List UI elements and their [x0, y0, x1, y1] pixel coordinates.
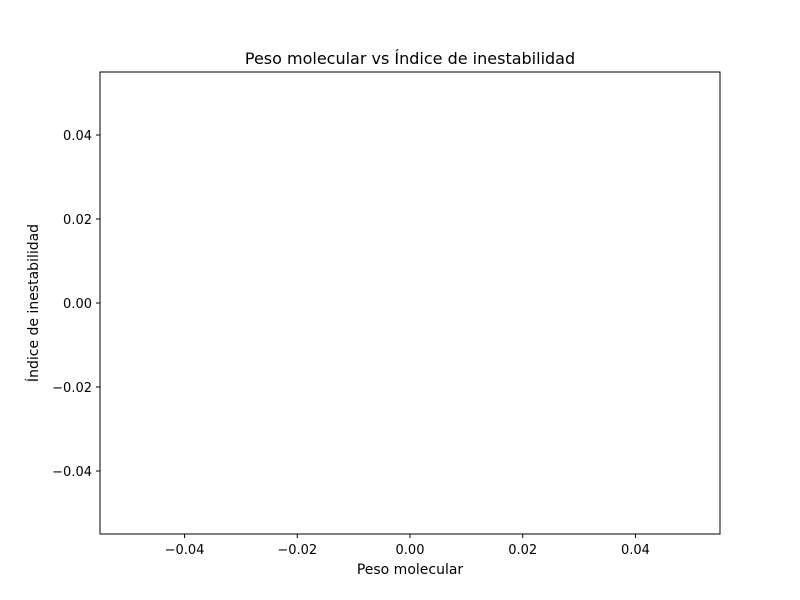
- x-tick-label: 0.02: [508, 543, 537, 558]
- x-tick-label: 0.00: [396, 543, 425, 558]
- x-axis: −0.04 −0.02 0.00 0.02 0.04: [165, 534, 650, 558]
- x-tick-label: 0.04: [621, 543, 650, 558]
- x-axis-label: Peso molecular: [357, 562, 464, 578]
- y-tick-label: 0.02: [63, 213, 92, 228]
- x-tick-label: −0.02: [277, 543, 317, 558]
- y-axis: −0.04 −0.02 0.00 0.02 0.04: [52, 129, 100, 480]
- y-tick-label: 0.04: [63, 129, 92, 144]
- chart-title: Peso molecular vs Índice de inestabilida…: [245, 49, 575, 68]
- y-tick-label: −0.02: [52, 381, 92, 396]
- x-tick-label: −0.04: [165, 543, 205, 558]
- y-tick-label: −0.04: [52, 465, 92, 480]
- y-tick-label: 0.00: [63, 297, 92, 312]
- y-axis-label: Índice de inestabilidad: [25, 224, 42, 382]
